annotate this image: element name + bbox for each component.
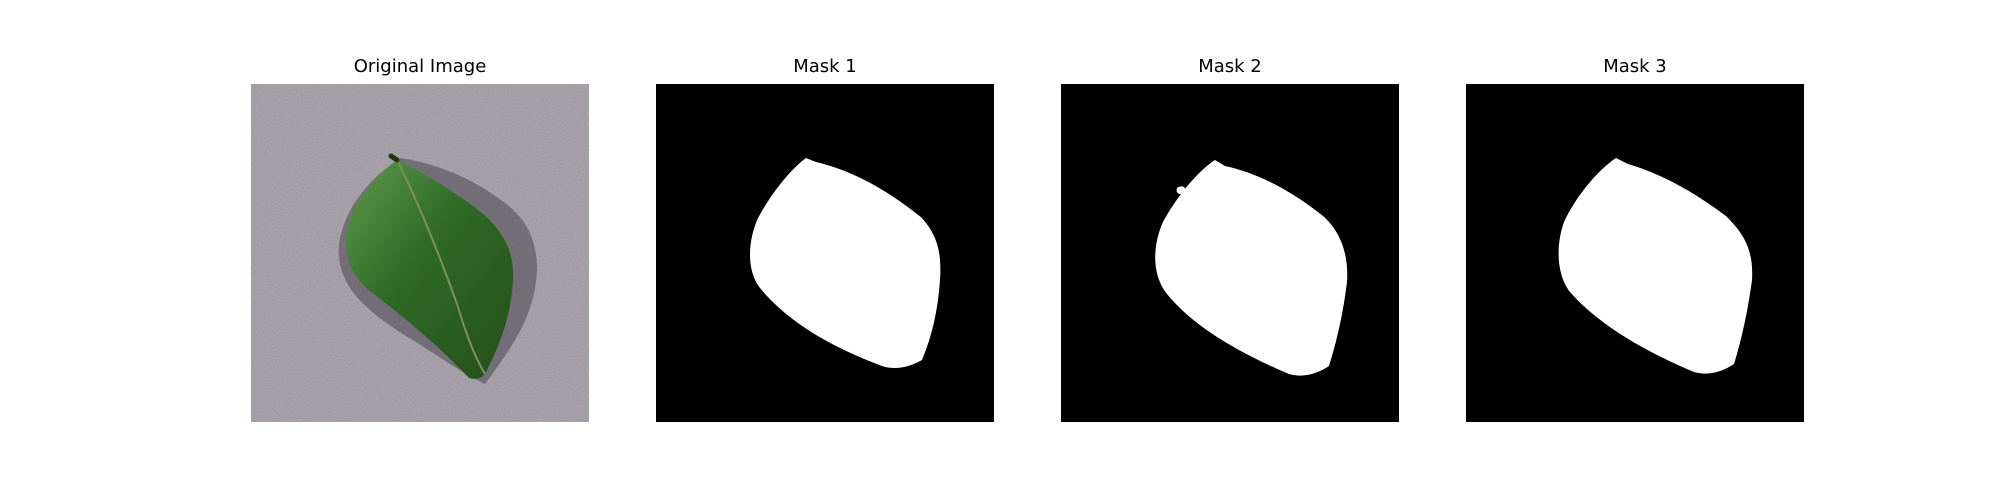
- mask-2-panel: Mask 2: [1061, 56, 1399, 422]
- original-image-title: Original Image: [353, 56, 487, 77]
- leaf-stem: [388, 153, 400, 163]
- mask-1-region: [750, 158, 941, 368]
- original-image: [251, 84, 589, 422]
- mask-3-region: [1558, 158, 1753, 374]
- mask-2-title: Mask 2: [1198, 56, 1262, 77]
- mask-1-title: Mask 1: [793, 56, 857, 77]
- original-image-panel: Original Image: [251, 56, 589, 422]
- leaf-midrib: [396, 159, 486, 375]
- mask-3-title: Mask 3: [1603, 56, 1667, 77]
- mask-1-image: [656, 84, 994, 422]
- mask-2-region: [1155, 160, 1348, 376]
- mask-2-image: [1061, 84, 1399, 422]
- mask-1-panel: Mask 1: [656, 56, 994, 422]
- mask-3-panel: Mask 3: [1466, 56, 1804, 422]
- mask-3-image: [1466, 84, 1804, 422]
- mask-2-speck: [1176, 186, 1186, 195]
- leaf: [345, 160, 514, 379]
